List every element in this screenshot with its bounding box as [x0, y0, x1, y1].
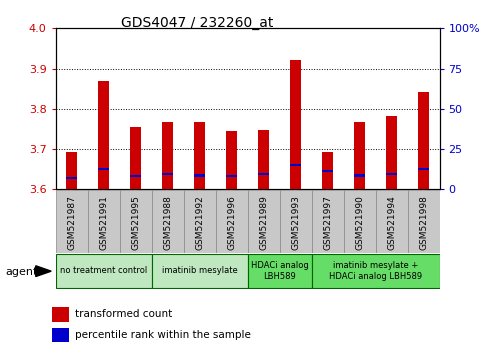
Text: GSM521988: GSM521988: [163, 195, 172, 250]
Text: transformed count: transformed count: [75, 309, 172, 319]
Bar: [280, 190, 312, 253]
Text: GSM521992: GSM521992: [195, 195, 204, 250]
Bar: [343, 190, 376, 253]
Text: imatinib mesylate +
HDACi analog LBH589: imatinib mesylate + HDACi analog LBH589: [329, 261, 422, 281]
Bar: [258, 173, 269, 175]
Bar: [354, 122, 365, 189]
Text: GSM521995: GSM521995: [131, 195, 140, 250]
Bar: [290, 164, 301, 166]
Bar: [290, 60, 301, 189]
Text: GSM521991: GSM521991: [99, 195, 108, 250]
Bar: [130, 127, 141, 189]
Bar: [120, 190, 152, 253]
Text: HDACi analog
LBH589: HDACi analog LBH589: [251, 261, 309, 281]
Bar: [312, 190, 343, 253]
Text: GSM521997: GSM521997: [323, 195, 332, 250]
Bar: [408, 190, 440, 253]
Bar: [66, 152, 77, 189]
Bar: [194, 122, 205, 189]
Bar: [215, 190, 248, 253]
Bar: [258, 130, 269, 189]
Bar: [98, 168, 109, 171]
Bar: [52, 307, 69, 321]
Text: GSM521996: GSM521996: [227, 195, 236, 250]
Bar: [56, 190, 87, 253]
Bar: [152, 190, 184, 253]
Text: imatinib mesylate: imatinib mesylate: [162, 266, 238, 275]
Bar: [162, 173, 173, 175]
Bar: [184, 190, 215, 253]
Polygon shape: [36, 266, 51, 276]
Text: no treatment control: no treatment control: [60, 266, 147, 275]
Bar: [194, 174, 205, 177]
Bar: [162, 122, 173, 189]
Bar: [354, 174, 365, 177]
Text: GDS4047 / 232260_at: GDS4047 / 232260_at: [121, 16, 273, 30]
Bar: [386, 116, 397, 189]
Text: GSM521993: GSM521993: [291, 195, 300, 250]
Bar: [322, 170, 333, 172]
Bar: [66, 177, 77, 179]
Bar: [376, 190, 408, 253]
Bar: [418, 168, 429, 171]
Bar: [386, 173, 397, 175]
Bar: [248, 254, 312, 288]
Text: agent: agent: [6, 267, 38, 277]
Text: GSM521990: GSM521990: [355, 195, 364, 250]
Bar: [98, 81, 109, 189]
Text: percentile rank within the sample: percentile rank within the sample: [75, 330, 251, 340]
Bar: [56, 254, 152, 288]
Bar: [418, 92, 429, 189]
Text: GSM521987: GSM521987: [67, 195, 76, 250]
Bar: [152, 254, 248, 288]
Bar: [226, 131, 237, 189]
Bar: [52, 327, 69, 342]
Bar: [226, 175, 237, 177]
Text: GSM521994: GSM521994: [387, 195, 396, 250]
Bar: [312, 254, 440, 288]
Bar: [130, 175, 141, 177]
Text: GSM521998: GSM521998: [419, 195, 428, 250]
Bar: [322, 152, 333, 189]
Bar: [87, 190, 120, 253]
Text: GSM521989: GSM521989: [259, 195, 268, 250]
Bar: [248, 190, 280, 253]
